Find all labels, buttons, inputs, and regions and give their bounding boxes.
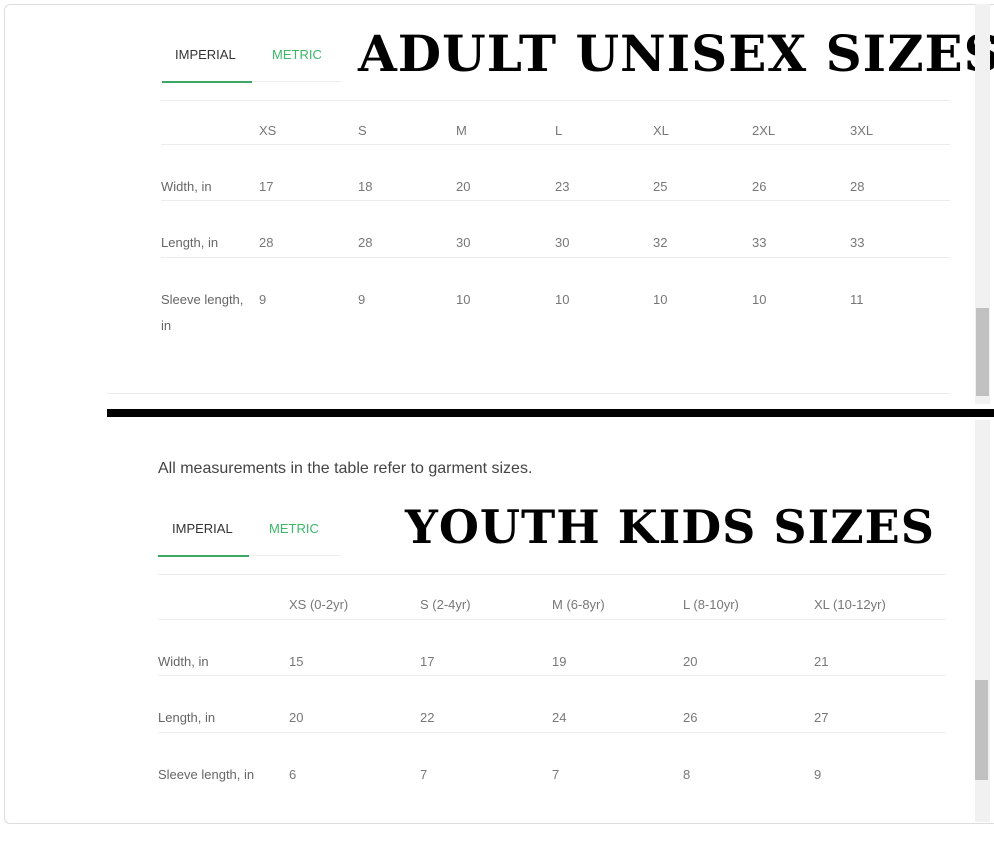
column-header: 2XL [752,123,776,138]
table-cell: 22 [420,710,435,725]
scrollbar-thumb-youth[interactable] [975,680,988,780]
row-divider [161,257,950,258]
row-divider [161,200,950,201]
table-cell: 20 [456,179,471,194]
tab-metric-youth[interactable]: METRIC [269,521,319,536]
scrollbar-thumb-adult[interactable] [976,308,989,396]
table-cell: 32 [653,235,668,250]
tab-bar-divider [158,555,341,556]
active-tab-indicator [162,81,252,83]
column-header: XL (10-12yr) [814,597,886,612]
table-cell: 33 [850,235,865,250]
active-tab-indicator [158,555,249,557]
section-divider [107,393,950,394]
row-divider [161,144,950,145]
tab-imperial-adult[interactable]: IMPERIAL [175,47,236,62]
table-top-line [161,100,950,101]
table-cell: 20 [289,710,304,725]
row-label: Length, in [158,710,216,725]
table-cell: 10 [653,292,668,307]
column-header: M (6-8yr) [552,597,605,612]
table-cell: 25 [653,179,668,194]
tab-imperial-youth[interactable]: IMPERIAL [172,521,233,536]
column-header: XL [653,123,669,138]
table-cell: 20 [683,654,698,669]
table-cell: 7 [420,767,428,782]
table-cell: 11 [850,292,864,307]
table-cell: 10 [752,292,767,307]
measurements-note: All measurements in the table refer to g… [158,460,533,477]
table-cell: 15 [289,654,304,669]
scrollbar-adult[interactable] [975,4,990,404]
table-cell: 6 [289,767,297,782]
column-header: 3XL [850,123,874,138]
table-cell: 28 [259,235,274,250]
column-header: M [456,123,467,138]
tab-bar-divider [162,81,342,82]
row-divider [158,732,946,733]
table-cell: 17 [420,654,435,669]
table-cell: 30 [456,235,471,250]
table-cell: 10 [456,292,471,307]
row-label: Width, in [161,179,212,194]
table-cell: 23 [555,179,570,194]
youth-title: YOUTH KIDS SIZES [405,500,935,554]
table-top-line [158,574,946,575]
table-cell: 28 [850,179,865,194]
column-header: L (8-10yr) [683,597,739,612]
column-header: XS (0-2yr) [289,597,349,612]
row-divider [158,619,946,620]
adult-title: ADULT UNISEX SIZES [358,24,994,83]
size-chart-card [4,4,994,824]
black-separator-bar [107,409,994,417]
row-label: Sleeve length, in [158,767,255,782]
row-label: Length, in [161,235,219,250]
table-cell: 27 [814,710,829,725]
table-cell: 28 [358,235,373,250]
table-cell: 33 [752,235,767,250]
table-cell: 9 [358,292,366,307]
table-cell: 9 [259,292,267,307]
tab-metric-adult[interactable]: METRIC [272,47,322,62]
table-cell: 26 [683,710,698,725]
table-cell: 19 [552,654,567,669]
table-cell: 10 [555,292,570,307]
row-label: Sleeve length, in [161,292,244,333]
table-cell: 26 [752,179,767,194]
table-cell: 7 [552,767,560,782]
column-header: XS [259,123,277,138]
table-cell: 17 [259,179,274,194]
table-cell: 21 [814,654,829,669]
table-cell: 24 [552,710,567,725]
column-header: L [555,123,563,138]
column-header: S [358,123,367,138]
table-cell: 30 [555,235,570,250]
row-divider [158,675,946,676]
table-cell: 9 [814,767,822,782]
column-header: S (2-4yr) [420,597,471,612]
row-label: Width, in [158,654,209,669]
table-cell: 18 [358,179,373,194]
table-cell: 8 [683,767,691,782]
